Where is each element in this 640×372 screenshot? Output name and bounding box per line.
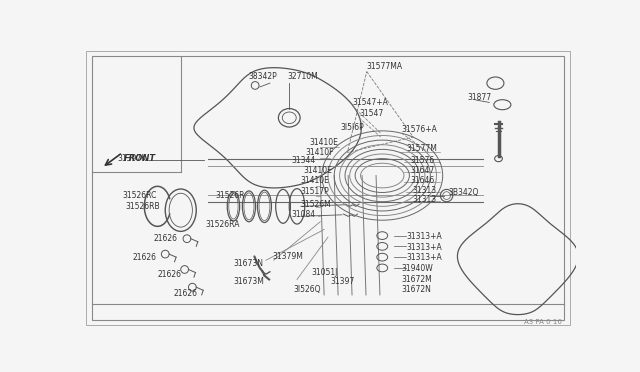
Text: 31379M: 31379M (272, 252, 303, 261)
Text: 31313+A: 31313+A (406, 243, 442, 251)
Text: 31577MA: 31577MA (367, 62, 403, 71)
Text: 31344: 31344 (292, 156, 316, 166)
Text: 31526RA: 31526RA (205, 220, 240, 229)
Text: 31410E: 31410E (301, 176, 330, 185)
Text: 31526RC: 31526RC (123, 191, 157, 200)
Text: 31051J: 31051J (311, 268, 337, 277)
Text: 31577M: 31577M (406, 144, 437, 153)
Text: A3 PA 0 16: A3 PA 0 16 (524, 319, 562, 325)
Text: 31673N: 31673N (234, 259, 264, 268)
Text: 31313+A: 31313+A (406, 232, 442, 241)
Text: 31397K: 31397K (117, 154, 147, 163)
Text: 31397: 31397 (330, 276, 355, 286)
Text: 31576: 31576 (410, 155, 435, 165)
Text: 31084: 31084 (292, 209, 316, 218)
Text: 31547: 31547 (359, 109, 383, 118)
Text: 21626: 21626 (132, 253, 157, 262)
Text: 3I526Q: 3I526Q (293, 285, 321, 294)
Text: 21626: 21626 (154, 234, 178, 243)
Text: 31313+A: 31313+A (406, 253, 442, 262)
Text: 31672N: 31672N (402, 285, 431, 294)
Text: 31576+A: 31576+A (402, 125, 438, 134)
Text: 32710M: 32710M (288, 73, 319, 81)
Text: 31673M: 31673M (234, 277, 264, 286)
Text: FRONT: FRONT (124, 154, 156, 163)
Text: 31410E: 31410E (303, 166, 332, 174)
Text: 31526R: 31526R (216, 191, 245, 200)
Text: 31526RB: 31526RB (125, 202, 159, 211)
Text: 31647: 31647 (410, 166, 435, 174)
Text: 31410F: 31410F (305, 148, 334, 157)
Text: 31672M: 31672M (402, 275, 433, 284)
Text: 31940W: 31940W (402, 264, 433, 273)
Text: 31313: 31313 (412, 195, 436, 204)
Text: 38342P: 38342P (248, 73, 277, 81)
Text: 21626: 21626 (173, 289, 197, 298)
Text: 31646: 31646 (410, 176, 435, 185)
Text: 31517P: 31517P (301, 187, 330, 196)
Text: 3I5I6P: 3I5I6P (340, 123, 364, 132)
Text: 31313: 31313 (412, 186, 436, 195)
Text: 31877: 31877 (467, 93, 492, 102)
Text: 21626: 21626 (157, 270, 182, 279)
Text: 31526M: 31526M (301, 199, 332, 209)
Text: 31547+A: 31547+A (353, 98, 388, 107)
Text: 3B342Q: 3B342Q (448, 188, 479, 197)
Text: 31410E: 31410E (309, 138, 339, 147)
